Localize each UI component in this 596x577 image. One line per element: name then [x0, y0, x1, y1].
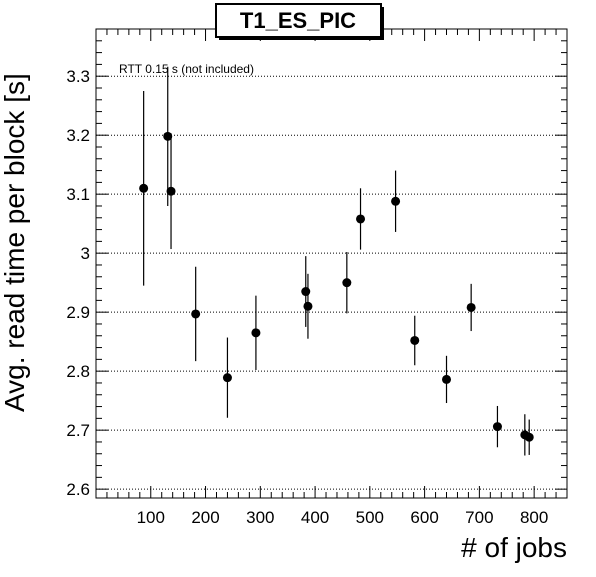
data-point [356, 214, 366, 224]
x-tick-label: 300 [246, 508, 274, 527]
chart-title: T1_ES_PIC [240, 8, 356, 33]
x-tick-label: 100 [137, 508, 165, 527]
axis-ticks: 2.6 2.7 2.8 2.9 3 3.1 3.2 3.3 100 200 300 400 500 600… [66, 28, 568, 527]
data-point [410, 335, 420, 345]
x-tick-label: 200 [191, 508, 219, 527]
y-axis-title: Avg. read time per block [s] [0, 73, 30, 412]
title-box: T1_ES_PIC [215, 3, 384, 40]
y-tick-label: 3.3 [66, 67, 90, 86]
y-tick-label: 2.8 [66, 362, 90, 381]
data-point [303, 301, 313, 311]
y-tick-label: 2.9 [66, 303, 90, 322]
grid-lines [96, 75, 567, 490]
y-tick-label: 2.6 [66, 480, 90, 499]
data-points [139, 66, 534, 456]
x-tick-label: 400 [301, 508, 329, 527]
data-point [301, 287, 311, 297]
data-point [391, 196, 401, 206]
data-point [251, 328, 261, 338]
data-point [442, 374, 452, 384]
data-point [466, 302, 476, 312]
data-point [492, 422, 502, 432]
data-point [163, 131, 173, 141]
y-tick-label: 3.2 [66, 126, 90, 145]
annotation-text: RTT 0.15 s (not included) [119, 62, 254, 76]
data-point [139, 183, 149, 193]
x-tick-label: 700 [465, 508, 493, 527]
y-tick-label: 3 [81, 244, 90, 263]
y-tick-label: 2.7 [66, 421, 90, 440]
x-tick-label: 800 [520, 508, 548, 527]
data-point [191, 309, 201, 319]
x-tick-label: 500 [356, 508, 384, 527]
x-axis-title: # of jobs [461, 532, 567, 563]
data-point [166, 186, 176, 196]
x-tick-label: 600 [410, 508, 438, 527]
data-point [342, 278, 352, 288]
data-point [222, 373, 232, 383]
data-point [524, 432, 534, 442]
y-tick-label: 3.1 [66, 185, 90, 204]
